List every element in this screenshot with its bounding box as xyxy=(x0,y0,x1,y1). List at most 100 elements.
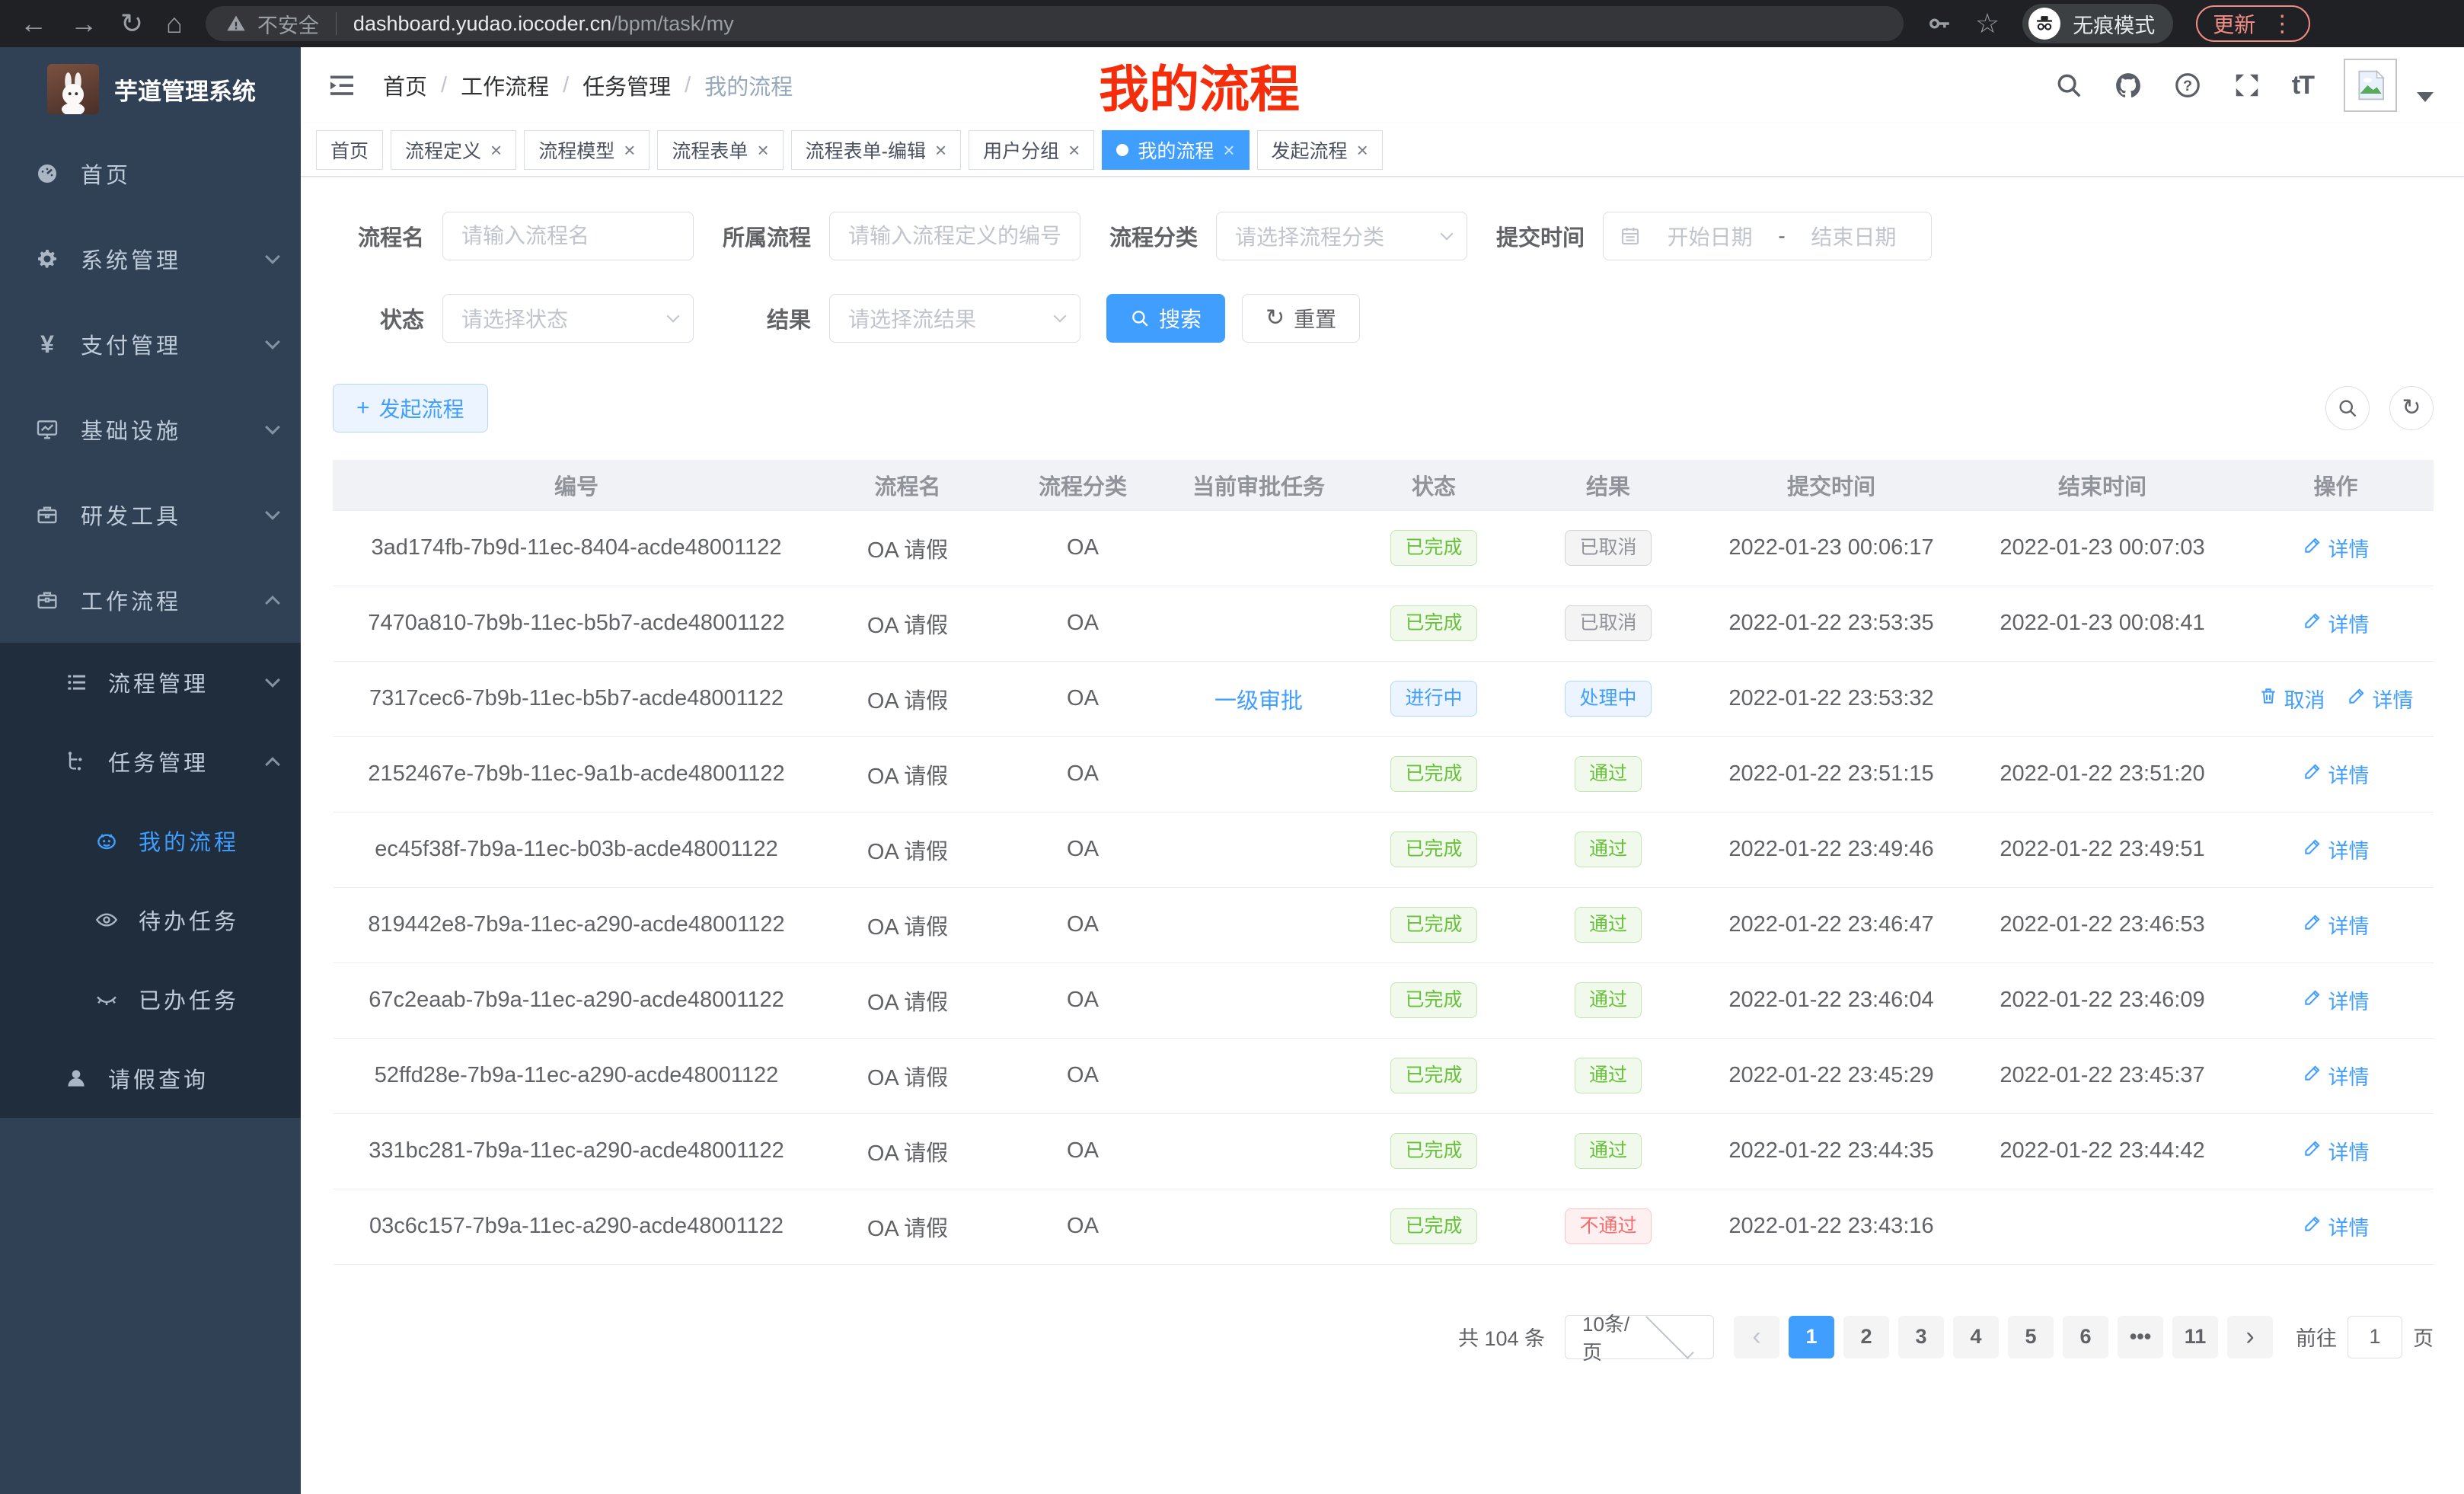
tab-close-icon[interactable]: × xyxy=(1356,138,1368,161)
refresh-table-button[interactable]: ↻ xyxy=(2389,386,2434,430)
cell-end-time: 2022-01-22 23:44:42 xyxy=(1967,1113,2238,1189)
detail-link[interactable]: 详情 xyxy=(2303,835,2370,864)
filter-label: 流程分类 xyxy=(1109,226,1198,251)
font-size-icon[interactable]: tT xyxy=(2291,70,2315,100)
home-icon[interactable]: ⌂ xyxy=(166,8,183,39)
tab-close-icon[interactable]: × xyxy=(1068,138,1080,161)
bookmark-star-icon[interactable]: ☆ xyxy=(1974,8,2000,39)
tab[interactable]: 流程模型 × xyxy=(524,129,650,170)
result-badge: 通过 xyxy=(1574,1132,1642,1170)
sidebar-item-payment[interactable]: ¥ 支付管理 xyxy=(0,302,301,387)
cancel-link[interactable]: 取消 xyxy=(2258,684,2325,713)
tab-close-icon[interactable]: × xyxy=(1223,138,1235,161)
detail-link[interactable]: 详情 xyxy=(2303,533,2370,563)
sidebar-item-my-process[interactable]: 我的流程 xyxy=(0,801,301,880)
tab[interactable]: 首页 xyxy=(316,129,384,170)
tab-close-icon[interactable]: × xyxy=(624,138,636,161)
edit-icon xyxy=(2303,988,2322,1013)
sidebar-item-process-mgmt[interactable]: 流程管理 xyxy=(0,643,301,722)
edit-icon xyxy=(2303,1214,2322,1239)
reload-icon[interactable]: ↻ xyxy=(120,8,144,39)
status-select[interactable]: 请选择状态 xyxy=(442,294,694,343)
filter-result: 结果 请选择流结果 xyxy=(720,294,1080,343)
create-process-button[interactable]: + 发起流程 xyxy=(333,384,488,433)
cell-result: 通过 xyxy=(1521,1038,1696,1114)
detail-link[interactable]: 详情 xyxy=(2303,985,2370,1015)
url-bar[interactable]: 不安全 dashboard.yudao.iocoder.cn/bpm/task/… xyxy=(205,6,1904,41)
process-name-input[interactable] xyxy=(442,212,694,260)
pager-ellipsis[interactable]: ••• xyxy=(2118,1315,2163,1358)
reset-button[interactable]: ↻ 重置 xyxy=(1242,294,1361,343)
sidebar-item-task-mgmt[interactable]: 任务管理 xyxy=(0,722,301,801)
sidebar-toggle-icon[interactable] xyxy=(327,70,357,101)
edit-icon xyxy=(2303,1063,2322,1088)
question-icon[interactable]: ? xyxy=(2173,71,2202,100)
detail-link[interactable]: 详情 xyxy=(2303,1211,2370,1241)
parent-process-input[interactable] xyxy=(829,212,1080,260)
category-select[interactable]: 请选择流程分类 xyxy=(1216,212,1467,260)
sidebar-item-done-tasks[interactable]: 已办任务 xyxy=(0,959,301,1039)
detail-link[interactable]: 详情 xyxy=(2303,910,2370,940)
back-icon[interactable]: ← xyxy=(20,8,47,39)
toggle-search-button[interactable] xyxy=(2325,386,2370,430)
pager-page[interactable]: 11 xyxy=(2172,1315,2218,1358)
tab[interactable]: 发起流程 × xyxy=(1256,129,1383,170)
tab[interactable]: 流程定义 × xyxy=(391,129,517,170)
detail-link[interactable]: 详情 xyxy=(2303,1136,2370,1166)
cell-status: 已完成 xyxy=(1347,1189,1521,1265)
update-button[interactable]: 更新 ⋮ xyxy=(2196,5,2311,42)
start-date-placeholder: 开始日期 xyxy=(1667,225,1753,249)
github-icon[interactable] xyxy=(2114,71,2143,100)
sidebar-item-infra[interactable]: 基础设施 xyxy=(0,387,301,472)
breadcrumb-task-mgmt[interactable]: 任务管理 xyxy=(582,75,672,100)
list-icon xyxy=(62,670,90,694)
pager-page[interactable]: 3 xyxy=(1898,1315,1944,1358)
pager-page[interactable]: 4 xyxy=(1953,1315,1999,1358)
forward-icon[interactable]: → xyxy=(70,8,97,39)
cell-process-name: OA 请假 xyxy=(820,962,995,1039)
pager-page[interactable]: 6 xyxy=(2063,1315,2108,1358)
sidebar-item-home[interactable]: 首页 xyxy=(0,131,301,216)
sidebar-item-devtools[interactable]: 研发工具 xyxy=(0,472,301,557)
sidebar-item-leave-query[interactable]: 请假查询 xyxy=(0,1039,301,1118)
workflow-submenu: 流程管理 任务管理 我的流程 待办任务 xyxy=(0,643,301,1118)
goto-page-input[interactable] xyxy=(2348,1315,2402,1358)
tab-close-icon[interactable]: × xyxy=(757,138,769,161)
pager-page[interactable]: 1 xyxy=(1789,1315,1834,1358)
tab[interactable]: 流程表单-编辑 × xyxy=(790,129,962,170)
detail-link[interactable]: 详情 xyxy=(2347,684,2414,713)
pager-next[interactable]: › xyxy=(2227,1315,2273,1358)
result-select[interactable]: 请选择流结果 xyxy=(829,294,1080,343)
tab[interactable]: 用户分组 × xyxy=(969,129,1095,170)
sidebar-item-label: 首页 xyxy=(81,164,132,188)
chevron-down-icon xyxy=(265,505,280,520)
avatar[interactable] xyxy=(2344,59,2397,112)
password-key-icon[interactable] xyxy=(1926,11,1952,37)
detail-link[interactable]: 详情 xyxy=(2303,1061,2370,1090)
pager-page[interactable]: 2 xyxy=(1843,1315,1889,1358)
fullscreen-icon[interactable] xyxy=(2233,71,2261,100)
search-button[interactable]: 搜索 xyxy=(1106,294,1226,343)
detail-link[interactable]: 详情 xyxy=(2303,608,2370,638)
sidebar-item-todo-tasks[interactable]: 待办任务 xyxy=(0,880,301,959)
cell-submit-time: 2022-01-22 23:53:35 xyxy=(1696,586,1967,662)
search-icon[interactable] xyxy=(2054,71,2083,100)
browser-menu-icon[interactable]: ⋮ xyxy=(2271,11,2294,37)
tab[interactable]: 流程表单 × xyxy=(657,129,784,170)
tab-close-icon[interactable]: × xyxy=(934,138,947,161)
tab-close-icon[interactable]: × xyxy=(490,138,503,161)
breadcrumb-workflow[interactable]: 工作流程 xyxy=(461,75,550,100)
breadcrumb-home[interactable]: 首页 xyxy=(383,75,428,100)
pager-prev[interactable]: ‹ xyxy=(1734,1315,1779,1358)
page-size-select[interactable]: 10条/页 xyxy=(1565,1310,1714,1364)
result-badge: 通过 xyxy=(1574,906,1642,943)
tab[interactable]: 我的流程 × xyxy=(1102,129,1250,170)
current-task-link[interactable]: 一级审批 xyxy=(1214,688,1303,713)
detail-link[interactable]: 详情 xyxy=(2303,759,2370,789)
submit-time-range-picker[interactable]: 开始日期 - 结束日期 xyxy=(1603,212,1932,260)
tags-view-bar: 首页 流程定义 × 流程模型 × 流程表单 × 流程表单-编辑 × 用户分组 × 我的流程 × 发起流程 × xyxy=(301,123,2464,177)
caret-down-icon[interactable] xyxy=(2417,91,2434,102)
sidebar-item-system[interactable]: 系统管理 xyxy=(0,216,301,302)
pager-page[interactable]: 5 xyxy=(2008,1315,2054,1358)
sidebar-item-workflow[interactable]: 工作流程 xyxy=(0,557,301,643)
